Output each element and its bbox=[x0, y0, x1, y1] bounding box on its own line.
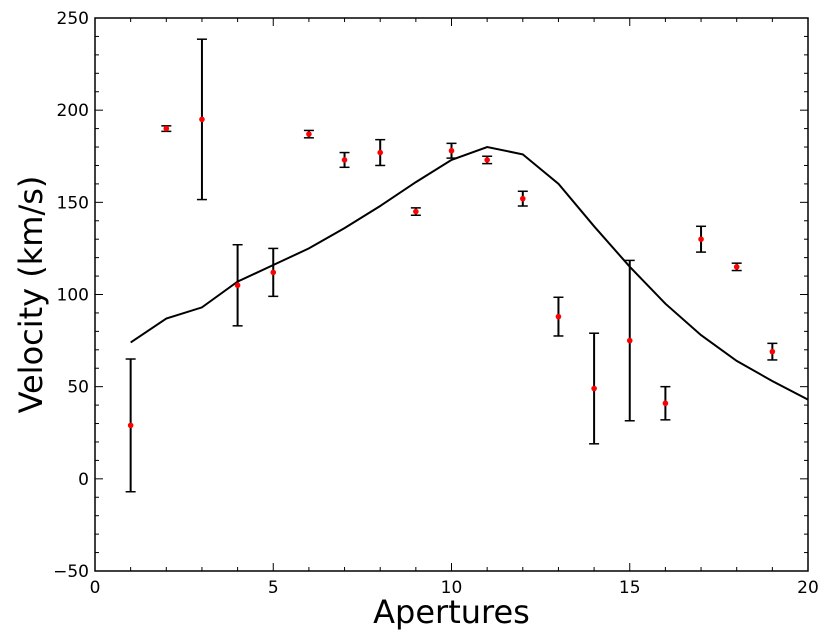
data-point-marker bbox=[484, 157, 490, 163]
data-point-8 bbox=[375, 138, 386, 167]
data-point-7 bbox=[339, 151, 350, 169]
x-tick-label: 15 bbox=[619, 578, 641, 598]
y-axis-label: Velocity (km/s) bbox=[12, 176, 50, 414]
data-point-12 bbox=[517, 190, 528, 207]
data-point-marker bbox=[163, 125, 170, 132]
y-tick-label: 50 bbox=[67, 378, 89, 398]
data-point-marker bbox=[199, 116, 205, 123]
data-point-marker bbox=[520, 195, 526, 202]
data-point-marker bbox=[698, 236, 704, 242]
data-point-17 bbox=[696, 225, 707, 253]
x-tick-label: 5 bbox=[268, 578, 279, 598]
data-point-marker bbox=[377, 149, 384, 156]
data-point-marker bbox=[270, 269, 277, 276]
data-point-9 bbox=[410, 207, 421, 216]
data-point-marker bbox=[769, 348, 776, 355]
data-point-18 bbox=[731, 262, 742, 272]
data-point-16 bbox=[660, 385, 671, 421]
y-tick-label: 150 bbox=[57, 193, 89, 213]
data-point-marker bbox=[306, 131, 312, 137]
data-point-marker bbox=[591, 385, 597, 392]
y-tick-label: 200 bbox=[57, 101, 89, 121]
data-point-marker bbox=[448, 147, 455, 154]
data-point-marker bbox=[662, 400, 669, 407]
data-point-marker bbox=[234, 282, 241, 289]
data-point-14 bbox=[589, 332, 600, 445]
plot-content bbox=[125, 38, 809, 493]
data-point-11 bbox=[482, 155, 493, 165]
data-point-10 bbox=[446, 142, 457, 159]
y-tick-label: 0 bbox=[78, 470, 89, 490]
x-tick-label: 10 bbox=[441, 578, 463, 598]
data-point-2 bbox=[161, 125, 172, 133]
data-point-13 bbox=[553, 296, 564, 337]
y-tick-label: 250 bbox=[57, 9, 89, 29]
x-tick-label: 0 bbox=[90, 578, 101, 598]
data-point-4 bbox=[232, 243, 243, 327]
data-point-marker bbox=[555, 313, 562, 320]
data-point-5 bbox=[268, 247, 279, 298]
data-point-3 bbox=[196, 38, 207, 201]
data-point-1 bbox=[125, 358, 136, 493]
x-tick-label: 20 bbox=[797, 578, 819, 598]
data-point-marker bbox=[626, 337, 633, 344]
y-tick-label: −50 bbox=[53, 562, 89, 582]
data-point-15 bbox=[624, 259, 635, 422]
data-point-6 bbox=[303, 129, 314, 139]
model-curve bbox=[130, 145, 809, 401]
y-tick-label: 100 bbox=[57, 286, 89, 306]
data-point-marker bbox=[733, 264, 740, 270]
x-axis-label: Apertures bbox=[373, 593, 530, 631]
data-point-19 bbox=[767, 342, 778, 361]
data-point-marker bbox=[413, 208, 419, 215]
data-point-marker bbox=[127, 422, 134, 429]
data-point-marker bbox=[341, 157, 348, 163]
